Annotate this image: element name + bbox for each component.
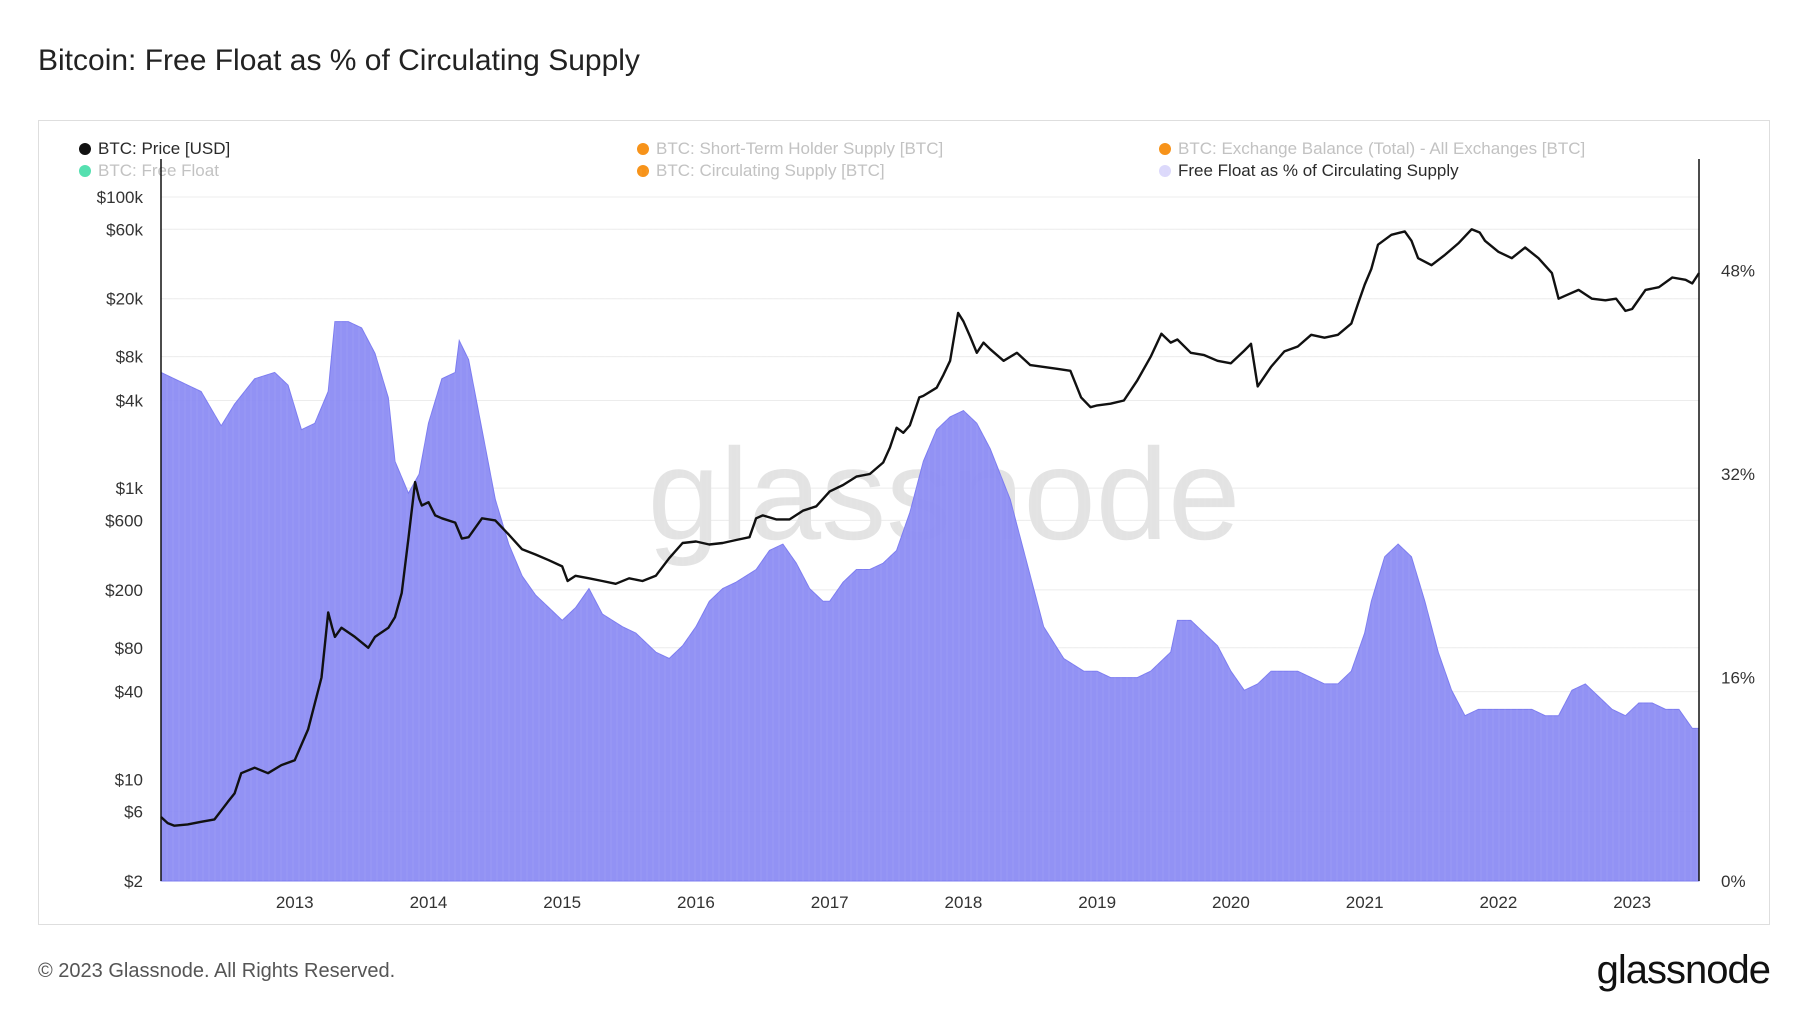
x-tick-label: 2017 — [811, 893, 849, 912]
legend-item-exchange-balance[interactable]: BTC: Exchange Balance (Total) - All Exch… — [1159, 139, 1585, 159]
legend-label: BTC: Price [USD] — [98, 139, 231, 158]
left-tick-label: $10 — [115, 770, 143, 789]
x-axis-ticks: 2013 2014 2015 2016 2017 2018 2019 2020 2021 2022… — [276, 893, 1651, 912]
legend-label: Free Float as % of Circulating Supply — [1178, 161, 1459, 180]
legend: BTC: Price [USD] BTC: Short-Term Holder … — [79, 139, 1679, 183]
x-tick-label: 2016 — [677, 893, 715, 912]
left-tick-label: $40 — [115, 683, 143, 702]
left-tick-label: $600 — [105, 511, 143, 530]
free-float-pct-series — [160, 169, 1700, 882]
legend-item-sth-supply[interactable]: BTC: Short-Term Holder Supply [BTC] — [637, 139, 943, 159]
x-tick-label: 2022 — [1479, 893, 1517, 912]
left-tick-label: $8k — [116, 348, 144, 367]
left-tick-label: $60k — [106, 220, 143, 239]
right-tick-label: 16% — [1721, 669, 1755, 688]
chart-plot[interactable]: glassnode $100k$60k$20k$8k$4k$1k$600$200… — [39, 121, 1769, 924]
legend-dot-icon — [1159, 143, 1171, 155]
chart-title: Bitcoin: Free Float as % of Circulating … — [38, 44, 640, 77]
left-tick-label: $1k — [116, 479, 144, 498]
legend-item-free-float[interactable]: BTC: Free Float — [79, 161, 219, 181]
copyright-text: © 2023 Glassnode. All Rights Reserved. — [38, 960, 396, 982]
left-tick-label: $200 — [105, 581, 143, 600]
btc-price-series — [160, 228, 1701, 827]
legend-dot-icon — [79, 143, 91, 155]
legend-label: BTC: Exchange Balance (Total) - All Exch… — [1178, 139, 1586, 158]
btc-price-line — [160, 228, 1701, 827]
x-tick-label: 2013 — [276, 893, 314, 912]
right-tick-label: 48% — [1721, 262, 1755, 281]
left-axis-ticks: $100k $60k $20k $8k $4k $1k $600 $200 $80 $40 $10 $… — [97, 188, 144, 891]
legend-item-btc-price[interactable]: BTC: Price [USD] — [79, 139, 230, 159]
x-tick-label: 2021 — [1346, 893, 1384, 912]
legend-dot-icon — [637, 165, 649, 177]
left-tick-label: $4k — [116, 391, 144, 410]
legend-item-circulating-supply[interactable]: BTC: Circulating Supply [BTC] — [637, 161, 885, 181]
left-tick-label: $6 — [124, 803, 143, 822]
x-tick-label: 2023 — [1613, 893, 1651, 912]
legend-dot-icon — [79, 165, 91, 177]
left-tick-label: $100k — [97, 188, 144, 207]
left-tick-label: $2 — [124, 872, 143, 891]
x-tick-label: 2014 — [410, 893, 448, 912]
left-tick-label: $80 — [115, 639, 143, 658]
x-tick-label: 2019 — [1078, 893, 1116, 912]
glassnode-logo[interactable]: glassnode — [1596, 948, 1771, 992]
axes — [160, 159, 1700, 881]
left-tick-label: $20k — [106, 290, 143, 309]
right-axis-ticks: 48% 32% 16% 0% — [1721, 262, 1755, 891]
chart-panel: BTC: Price [USD] BTC: Short-Term Holder … — [38, 120, 1770, 925]
legend-label: BTC: Free Float — [98, 161, 219, 180]
free-float-pct-area — [160, 321, 1700, 882]
legend-dot-icon — [1159, 165, 1171, 177]
right-tick-label: 32% — [1721, 465, 1755, 484]
legend-item-free-float-pct[interactable]: Free Float as % of Circulating Supply — [1159, 161, 1459, 181]
legend-label: BTC: Short-Term Holder Supply [BTC] — [656, 139, 944, 158]
x-tick-label: 2015 — [543, 893, 581, 912]
right-tick-label: 0% — [1721, 872, 1746, 891]
x-tick-label: 2020 — [1212, 893, 1250, 912]
legend-label: BTC: Circulating Supply [BTC] — [656, 161, 885, 180]
legend-dot-icon — [637, 143, 649, 155]
x-tick-label: 2018 — [945, 893, 983, 912]
